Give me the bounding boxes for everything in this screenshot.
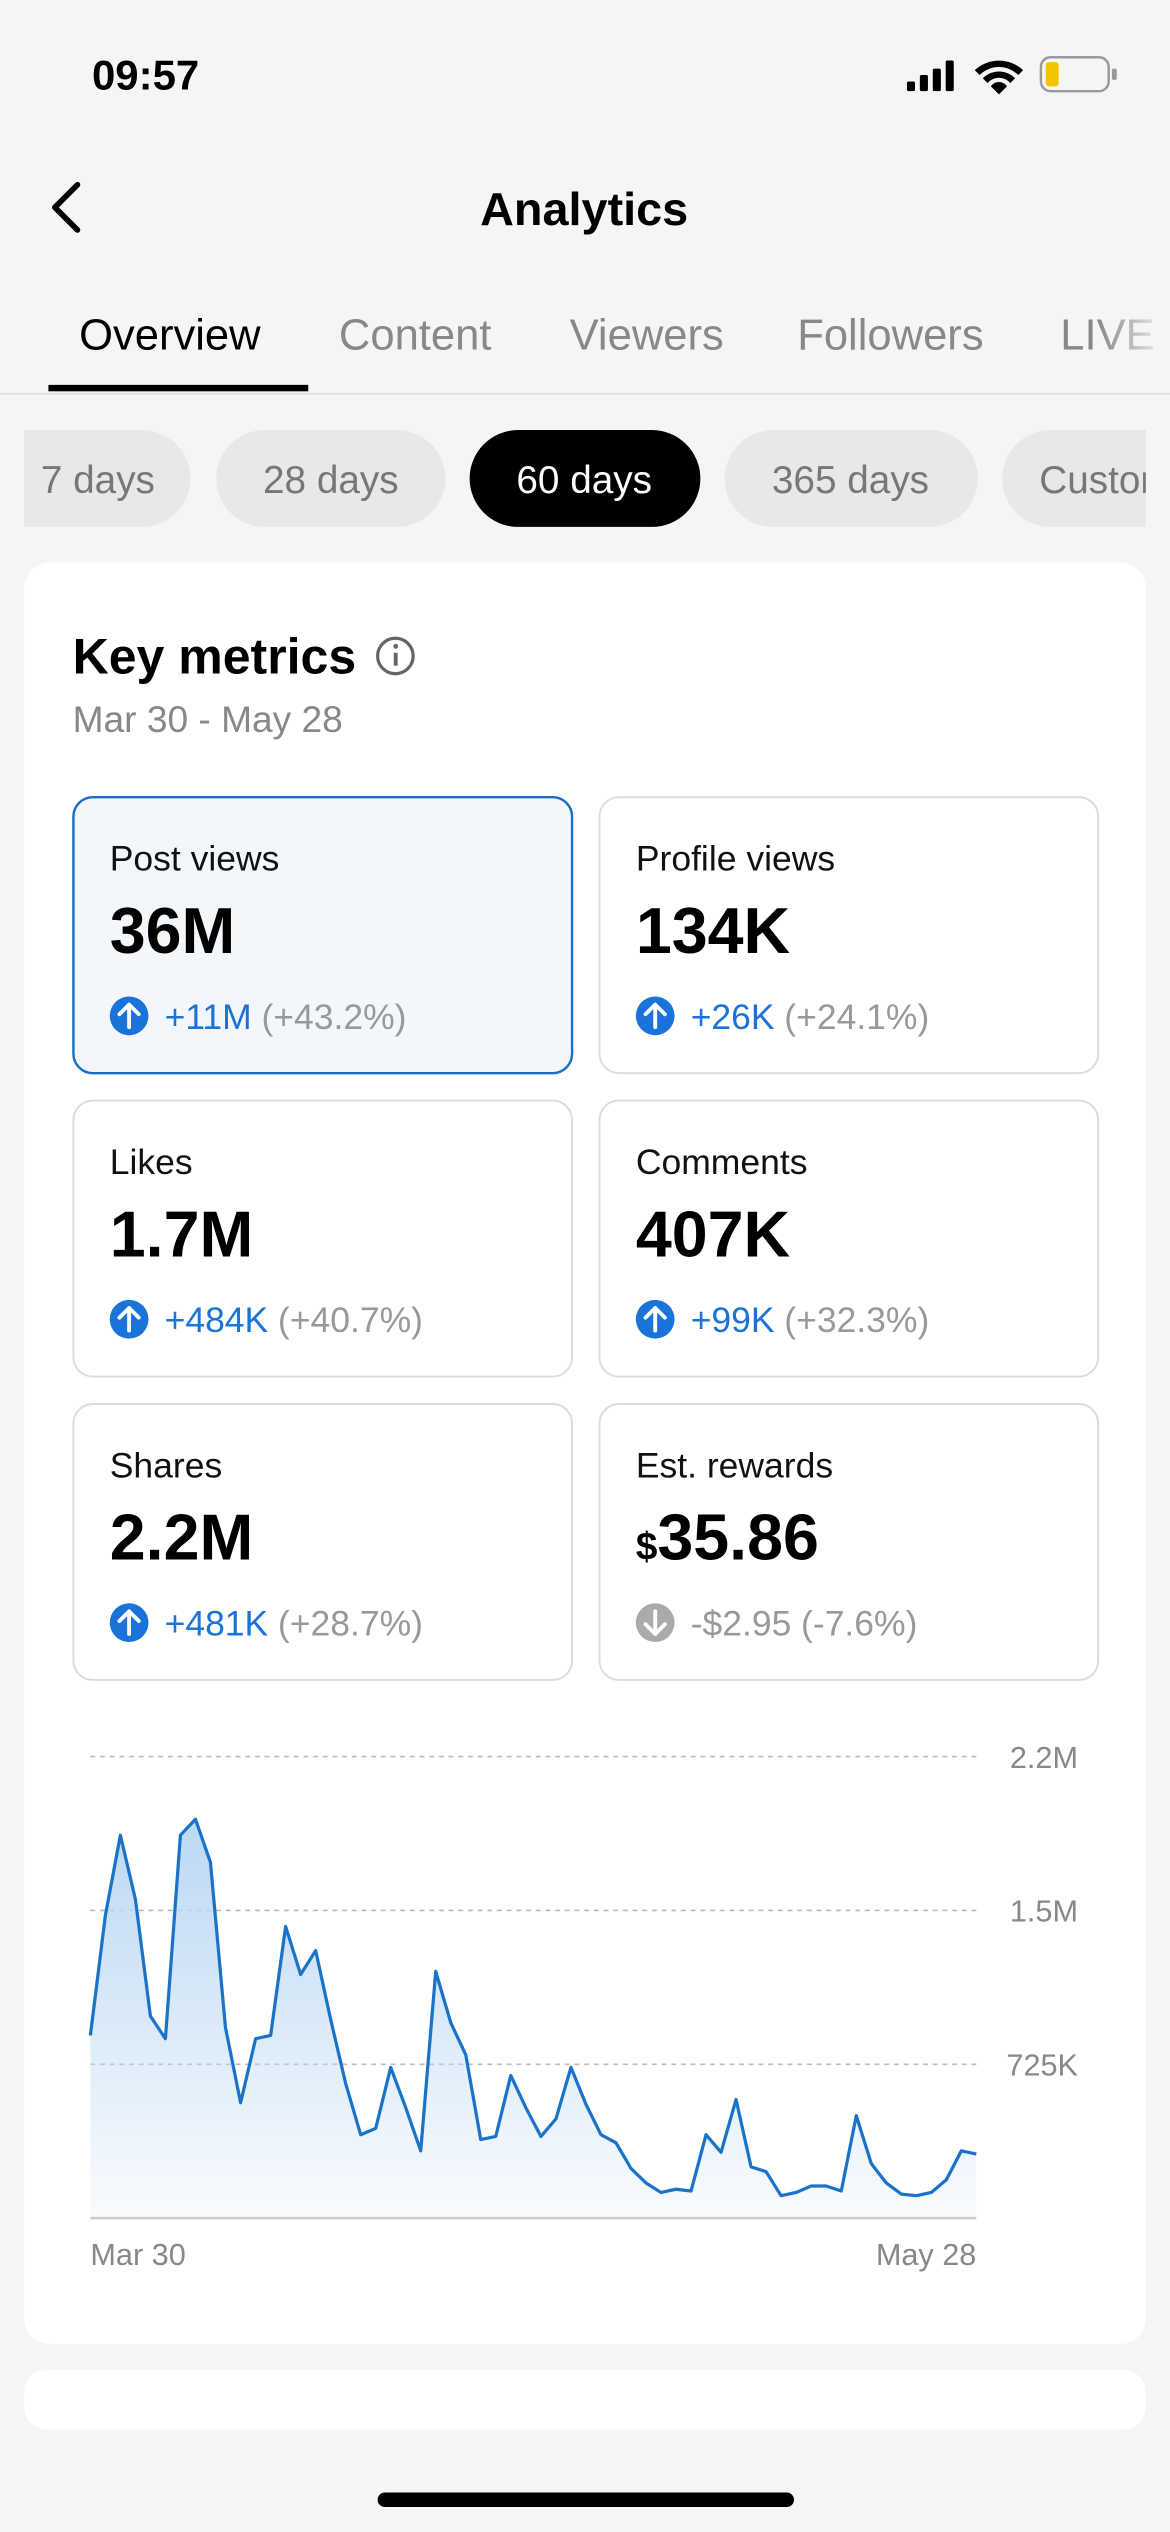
change: +484K: [165, 1300, 269, 1340]
value: 36M: [110, 895, 236, 967]
metric-value: $35.86: [636, 1502, 819, 1574]
value: 35.86: [657, 1502, 819, 1574]
metric-change: +481K (+28.7%): [165, 1604, 423, 1644]
section-title: Key metrics: [73, 629, 357, 685]
percent: (+43.2%): [261, 997, 406, 1037]
y-tick-label: 1.5M: [1010, 1895, 1078, 1929]
range-label: 7 days: [41, 459, 155, 502]
metric-label: Comments: [636, 1142, 808, 1182]
value: 1.7M: [110, 1198, 253, 1270]
metric-value: 36M: [110, 895, 236, 967]
date-range: Mar 30 - May 28: [73, 698, 343, 740]
metric-tile[interactable]: [598, 796, 1100, 1075]
metric-change: +26K (+24.1%): [691, 997, 930, 1037]
trend-arrow: [117, 1002, 141, 1030]
area: [90, 1819, 977, 2219]
metric-change: -$2.95 (-7.6%): [691, 1604, 918, 1644]
range-chip[interactable]: [216, 430, 446, 527]
change: +481K: [165, 1604, 269, 1644]
y-tick-label: 2.2M: [1010, 1741, 1078, 1775]
metric-label: Profile views: [636, 839, 835, 879]
metric-tile[interactable]: [72, 795, 574, 1075]
status-icons: [906, 56, 1117, 95]
range-label: 28 days: [263, 459, 399, 502]
metric-label: Est. rewards: [636, 1445, 833, 1485]
back-button[interactable]: [52, 181, 81, 233]
metric-value: 134K: [636, 895, 791, 967]
range-label: 365 days: [772, 459, 929, 502]
next-card: [24, 2369, 1146, 2430]
metric-change: +484K (+40.7%): [165, 1300, 423, 1340]
tab[interactable]: Followers: [797, 311, 983, 359]
x-tick-label: May 28: [876, 2238, 977, 2272]
bottom-bar: [0, 2429, 1170, 2532]
currency: $: [636, 1526, 658, 1569]
metric-tile[interactable]: [72, 1403, 574, 1681]
value: 407K: [636, 1198, 791, 1270]
metric-tile[interactable]: [598, 1099, 1100, 1378]
range-chip[interactable]: [1002, 430, 1170, 527]
trend-arrow: [643, 1609, 667, 1636]
tab[interactable]: Content: [339, 311, 492, 359]
x-tick-label: Mar 30: [90, 2238, 185, 2272]
range-label: Custom: [1039, 459, 1170, 502]
change: -$2.95: [691, 1604, 792, 1644]
status-time: 09:57: [92, 52, 199, 99]
percent: (+32.3%): [784, 1300, 929, 1340]
metric-label: Post views: [110, 839, 280, 879]
home-indicator: [377, 2492, 794, 2508]
percent: (+28.7%): [278, 1604, 423, 1644]
tab[interactable]: Overview: [79, 311, 261, 359]
trend-arrow: [117, 1306, 141, 1333]
metric-value: 407K: [636, 1198, 791, 1270]
metric-value: 2.2M: [110, 1502, 253, 1574]
trend-arrow: [643, 1306, 667, 1333]
range-chip[interactable]: [724, 430, 978, 527]
metric-change: +99K (+32.3%): [691, 1300, 930, 1340]
page-title: Analytics: [480, 183, 688, 235]
tab[interactable]: Viewers: [570, 311, 724, 359]
range-label: 60 days: [516, 459, 652, 502]
percent: (+24.1%): [784, 997, 929, 1037]
percent: (+40.7%): [278, 1300, 423, 1340]
line: [88, 1817, 977, 2198]
value: 134K: [636, 895, 791, 967]
tab-indicator: [48, 384, 309, 392]
change: +26K: [691, 997, 775, 1037]
y-tick-label: 725K: [1006, 2049, 1078, 2083]
metric-change: +11M (+43.2%): [165, 997, 407, 1037]
change: +11M: [165, 997, 252, 1037]
divider: [0, 392, 1170, 395]
metric-tile[interactable]: [72, 1099, 574, 1378]
info-icon[interactable]: [376, 636, 415, 676]
trend-arrow: [643, 1002, 667, 1030]
percent: (-7.6%): [801, 1604, 917, 1644]
metric-label: Shares: [110, 1445, 222, 1485]
metric-label: Likes: [110, 1142, 193, 1182]
value: 2.2M: [110, 1502, 253, 1574]
range-chip[interactable]: [469, 430, 701, 527]
trend-arrow: [117, 1609, 141, 1636]
metric-value: 1.7M: [110, 1198, 253, 1270]
range-chip[interactable]: [0, 430, 191, 527]
metric-tile[interactable]: [598, 1403, 1100, 1681]
change: +99K: [691, 1300, 775, 1340]
